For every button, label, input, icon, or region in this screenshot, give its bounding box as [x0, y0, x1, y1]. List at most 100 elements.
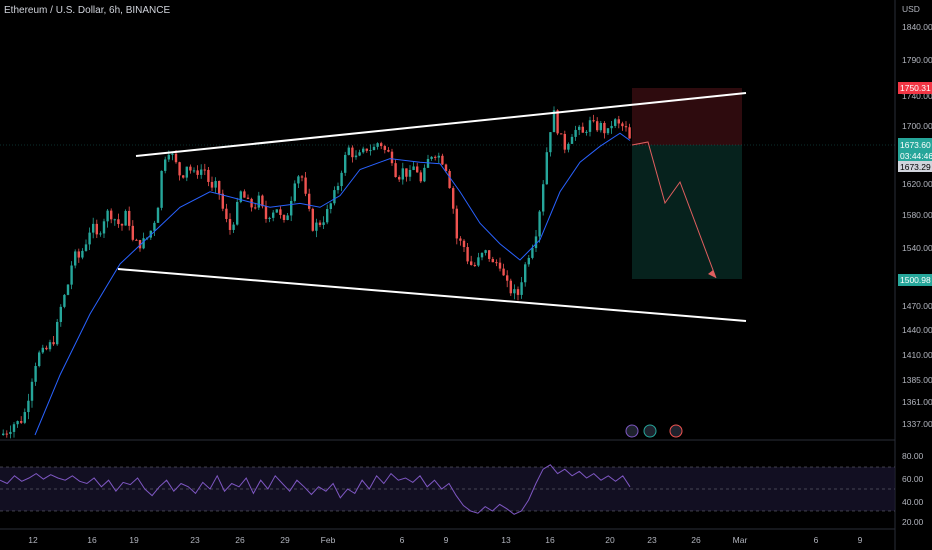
candle-body [138, 240, 142, 249]
candle-body [128, 210, 131, 226]
projection-arrowhead [708, 270, 716, 278]
candle-body [408, 169, 412, 177]
candle-body [581, 126, 584, 133]
candle-body [239, 191, 242, 202]
candle-body [156, 207, 160, 223]
candle-body [214, 180, 217, 188]
price-tick-label: 1337.00 [902, 419, 932, 429]
candle-body [192, 170, 196, 172]
candle-body [174, 153, 178, 163]
upper-trendline[interactable] [135, 92, 747, 157]
candle-body [88, 232, 91, 245]
candle-body [585, 131, 588, 133]
candle-body [326, 209, 329, 223]
time-axis[interactable]: 12 16 19 23 26 29 Feb 6 9 13 16 20 23 26 Mar 6 9 [28, 535, 862, 545]
candle-body [272, 212, 275, 218]
candle-body [315, 222, 318, 231]
candle-body [560, 133, 563, 135]
candle-body [477, 257, 480, 266]
candle-body [437, 155, 440, 158]
time-tick-label: 6 [814, 535, 819, 545]
stop-loss-zone[interactable] [632, 88, 742, 145]
candle-body [257, 195, 260, 208]
price-tick-label: 1620.00 [902, 179, 932, 189]
candle-body [99, 233, 102, 235]
candle-body [282, 214, 286, 221]
price-tick-label: 1540.00 [902, 243, 932, 253]
candle-body [300, 176, 304, 178]
candle-body [534, 236, 538, 249]
candle-body [387, 149, 390, 152]
candle-body [189, 166, 192, 171]
rsi-tick-label: 20.00 [902, 517, 924, 527]
candle-body [261, 195, 264, 207]
candle-body [441, 155, 444, 165]
candle-body [401, 168, 404, 180]
time-tick-label: 19 [129, 535, 139, 545]
time-tick-label: 29 [280, 535, 290, 545]
candle-body [48, 342, 52, 350]
time-tick-label: 16 [87, 535, 97, 545]
candle-body [210, 181, 214, 188]
candle-body [232, 224, 235, 230]
candle-body [275, 209, 278, 213]
candle-body [358, 152, 361, 156]
price-tick-label: 1580.00 [902, 210, 932, 220]
lower-trendline[interactable] [117, 268, 747, 322]
price-tick-label: 1700.00 [902, 121, 932, 131]
candle-body [578, 126, 581, 130]
candle-body [509, 280, 512, 294]
time-tick-label: 6 [400, 535, 405, 545]
price-tick-label: 1410.00 [902, 350, 932, 360]
candle-body [131, 225, 134, 240]
dividend-icon[interactable] [643, 424, 657, 438]
ma-price-tag [898, 161, 932, 172]
candle-body [365, 148, 368, 151]
candle-body [178, 162, 181, 176]
time-tick-label: 16 [545, 535, 555, 545]
candle-body [12, 424, 16, 432]
candle-body [84, 244, 88, 251]
candle-body [167, 154, 170, 160]
take-profit-zone[interactable] [632, 145, 742, 279]
candle-body [23, 412, 26, 423]
candle-body [351, 147, 354, 158]
candle-body [495, 262, 498, 264]
candle-body [308, 193, 311, 209]
candle-body [286, 215, 289, 221]
candle-body [20, 421, 23, 423]
candle-body [592, 120, 595, 122]
candle-body [70, 265, 73, 285]
time-tick-label: 12 [28, 535, 38, 545]
event-icon[interactable] [625, 424, 639, 438]
candle-body [336, 186, 340, 191]
candle-body [117, 219, 120, 225]
candle-body [171, 153, 174, 155]
price-tick-label: 1740.00 [902, 91, 932, 101]
candle-body [243, 191, 246, 198]
rsi-axis[interactable]: 80.00 60.00 40.00 20.00 [902, 451, 924, 527]
price-tick-label: 1470.00 [902, 301, 932, 311]
candle-body [9, 431, 12, 435]
candle-body [588, 120, 592, 132]
candle-body [5, 433, 8, 435]
candle-body [488, 250, 491, 259]
earnings-icon[interactable] [669, 424, 683, 438]
candle-body [552, 110, 556, 133]
candle-body [599, 122, 602, 131]
time-tick-label: 23 [647, 535, 657, 545]
candle-body [574, 129, 577, 137]
candle-body [16, 421, 19, 425]
candle-body [185, 166, 188, 178]
candle-body [419, 172, 422, 182]
candle-body [207, 169, 210, 182]
candle-body [563, 133, 566, 150]
candle-body [430, 156, 433, 159]
candle-body [221, 193, 224, 209]
candle-body [491, 258, 494, 263]
candle-body [412, 166, 415, 170]
candle-body [27, 400, 30, 413]
projection-path[interactable] [631, 141, 717, 279]
